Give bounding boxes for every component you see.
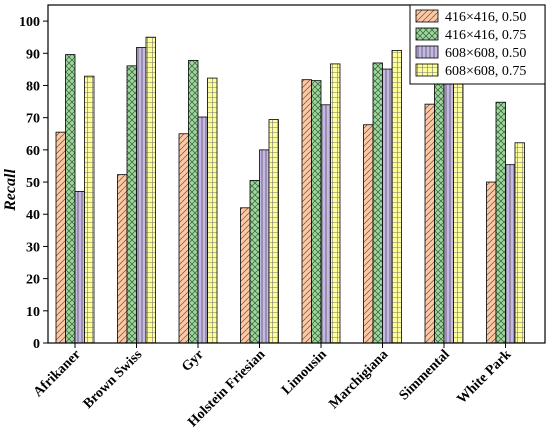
bar-3-3 bbox=[268, 119, 279, 344]
bar-0-2 bbox=[74, 190, 85, 344]
x-category-label: Marchigiana bbox=[326, 347, 391, 412]
bar-7-2 bbox=[505, 164, 516, 344]
bar-5-3 bbox=[391, 49, 402, 344]
bar-3-1 bbox=[249, 180, 260, 344]
x-category-label: White Park bbox=[455, 347, 515, 407]
bar-6-3 bbox=[453, 41, 464, 344]
x-category-label: Simmental bbox=[397, 347, 453, 403]
bars-group bbox=[55, 36, 525, 344]
legend-label: 416×416, 0.75 bbox=[445, 28, 526, 43]
bar-1-2 bbox=[136, 47, 147, 344]
bar-1-1 bbox=[126, 65, 137, 344]
bar-2-2 bbox=[197, 116, 208, 344]
legend-label: 608×608, 0.75 bbox=[445, 64, 526, 79]
bar-6-1 bbox=[434, 53, 445, 344]
legend-label: 416×416, 0.50 bbox=[445, 10, 526, 25]
y-tick-label: 70 bbox=[26, 112, 40, 127]
bar-2-3 bbox=[207, 77, 218, 344]
bar-4-0 bbox=[301, 79, 312, 344]
bar-5-1 bbox=[372, 62, 383, 344]
legend-swatch bbox=[415, 9, 439, 23]
bar-6-0 bbox=[424, 103, 435, 344]
y-tick-label: 40 bbox=[26, 208, 40, 223]
y-tick-label: 60 bbox=[26, 144, 40, 159]
legend: 416×416, 0.50 416×416, 0.75 608×608, 0.50 6… bbox=[409, 4, 546, 85]
bar-0-0 bbox=[55, 131, 66, 344]
bar-3-0 bbox=[240, 207, 251, 344]
bar-1-0 bbox=[117, 174, 128, 344]
bar-0-3 bbox=[84, 75, 95, 344]
y-tick-label: 10 bbox=[26, 305, 40, 320]
legend-swatch bbox=[415, 63, 439, 77]
y-tick-label: 0 bbox=[33, 337, 40, 352]
y-tick-label: 90 bbox=[26, 47, 40, 62]
bar-7-3 bbox=[514, 142, 525, 344]
bar-1-3 bbox=[145, 36, 156, 344]
y-axis-title: Recall bbox=[2, 169, 19, 212]
bar-4-3 bbox=[330, 63, 341, 344]
x-category-label: Limousin bbox=[279, 347, 330, 398]
x-category-label: Brown Swiss bbox=[81, 347, 146, 412]
legend-swatch bbox=[415, 27, 439, 41]
bar-2-0 bbox=[178, 133, 189, 344]
legend-label: 608×608, 0.50 bbox=[445, 46, 526, 61]
bar-3-2 bbox=[259, 149, 270, 344]
y-tick-label: 100 bbox=[19, 15, 40, 30]
x-category-label: Gyr bbox=[179, 347, 207, 375]
y-tick-label: 30 bbox=[26, 240, 40, 255]
bar-4-1 bbox=[311, 80, 322, 344]
bar-0-1 bbox=[65, 54, 76, 344]
bar-4-2 bbox=[320, 104, 331, 344]
bar-6-2 bbox=[443, 57, 454, 344]
bar-2-1 bbox=[188, 59, 199, 344]
plot-frame bbox=[47, 4, 546, 344]
bar-7-0 bbox=[486, 181, 497, 344]
y-tick-label: 80 bbox=[26, 79, 40, 94]
y-tick-label: 20 bbox=[26, 273, 40, 288]
bar-5-0 bbox=[363, 124, 374, 344]
legend-swatch bbox=[415, 45, 439, 59]
y-axis: 0 10 20 30 40 50 60 70 80 90 100 bbox=[19, 15, 48, 352]
bar-7-1 bbox=[495, 101, 506, 344]
x-category-label: Afrikaner bbox=[31, 347, 84, 400]
y-tick-label: 50 bbox=[26, 176, 40, 191]
bar-5-2 bbox=[382, 68, 393, 344]
